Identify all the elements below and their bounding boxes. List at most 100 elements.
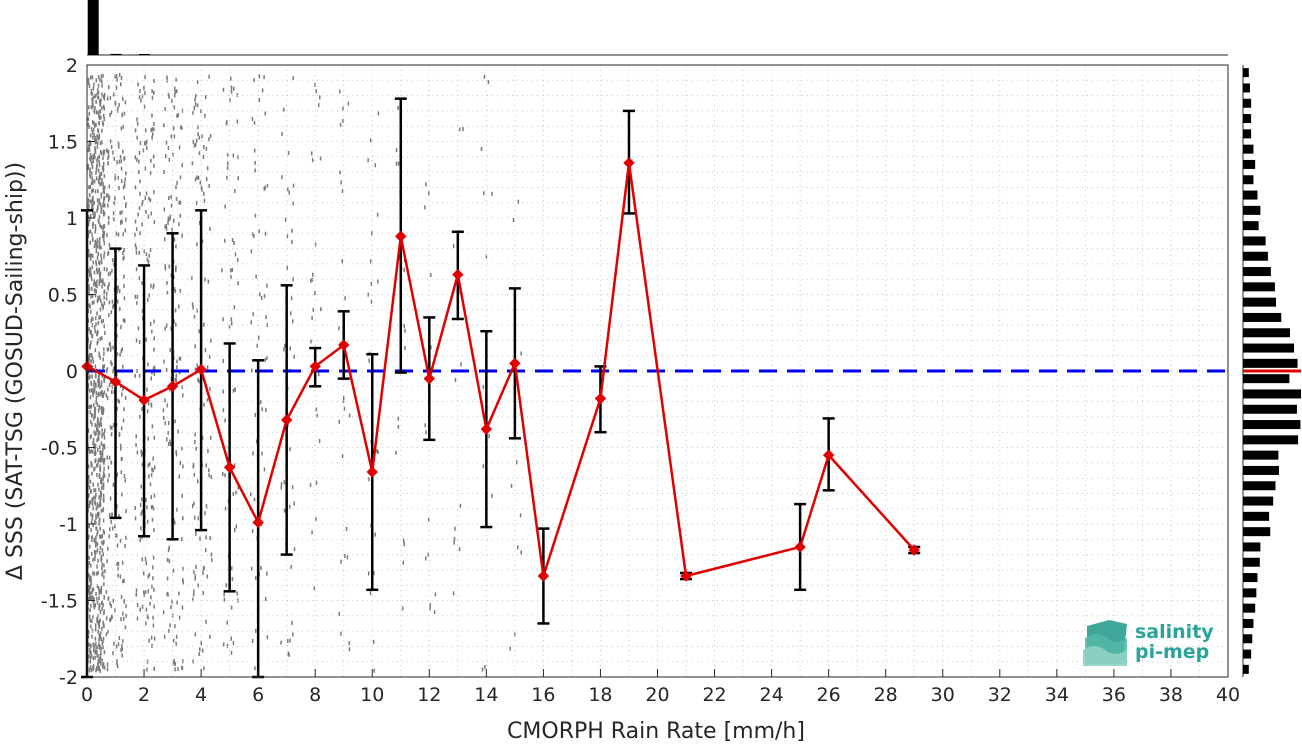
scatter-dot <box>151 424 154 429</box>
scatter-dot <box>163 170 165 175</box>
scatter-dot <box>103 466 105 471</box>
scatter-dot <box>197 125 199 130</box>
scatter-dot <box>170 273 173 278</box>
scatter-dot <box>201 435 204 440</box>
scatter-dot <box>107 161 109 166</box>
scatter-dot <box>91 236 94 241</box>
scatter-dot <box>95 322 97 327</box>
x-axis-label: CMORPH Rain Rate [mm/h] <box>507 719 805 744</box>
scatter-dot <box>119 538 122 543</box>
scatter-dot <box>491 191 493 196</box>
scatter-dot <box>102 230 104 235</box>
scatter-dot <box>200 109 202 114</box>
scatter-dot <box>176 180 178 185</box>
scatter-dot <box>99 618 101 623</box>
scatter-dot <box>103 457 106 462</box>
scatter-dot <box>152 623 155 628</box>
scatter-dot <box>152 154 155 159</box>
y-axis-label: Δ SSS (SAT-TSG (GOSUD-Sailing-ship)) <box>3 162 28 580</box>
scatter-dot <box>108 473 110 478</box>
scatter-dot <box>91 293 94 298</box>
scatter-dot <box>99 236 101 241</box>
scatter-dot <box>171 98 173 103</box>
scatter-dot <box>176 359 178 364</box>
scatter-dot <box>95 249 98 254</box>
scatter-dot <box>141 94 144 99</box>
scatter-dot <box>167 220 169 225</box>
scatter-dot <box>146 387 148 392</box>
scatter-dot <box>96 617 98 622</box>
scatter-dot <box>106 559 108 564</box>
scatter-dot <box>196 242 198 247</box>
scatter-dot <box>520 550 522 555</box>
scatter-dot <box>151 132 154 137</box>
right-histogram <box>1242 65 1301 677</box>
scatter-dot <box>90 155 93 160</box>
scatter-dot <box>194 93 197 98</box>
scatter-dot <box>89 269 91 274</box>
right-histogram-bar <box>1243 190 1258 200</box>
scatter-dot <box>92 587 95 592</box>
scatter-dot <box>136 121 139 126</box>
scatter-dot <box>102 113 105 118</box>
scatter-dot <box>178 145 181 150</box>
scatter-dot <box>103 609 105 614</box>
scatter-dot <box>208 468 210 473</box>
scatter-dot <box>91 189 93 194</box>
scatter-dot <box>91 130 94 135</box>
scatter-dot <box>103 117 106 122</box>
scatter-dot <box>101 626 103 631</box>
scatter-dot <box>488 434 490 439</box>
x-tick-label: 30 <box>931 684 955 706</box>
scatter-dot <box>102 497 105 502</box>
top-histogram <box>87 0 1228 56</box>
scatter-dot <box>100 383 103 388</box>
scatter-dot <box>96 447 99 452</box>
scatter-dot <box>100 406 102 411</box>
scatter-dot <box>109 496 112 501</box>
scatter-dot <box>117 561 120 566</box>
scatter-dot <box>116 504 118 509</box>
scatter-dot <box>90 650 92 655</box>
scatter-dot <box>162 610 165 615</box>
scatter-dot <box>397 105 399 110</box>
scatter-dot <box>92 506 94 511</box>
scatter-dot <box>98 136 100 141</box>
scatter-dot <box>233 463 236 468</box>
scatter-dot <box>346 555 349 560</box>
scatter-dot <box>91 498 94 503</box>
scatter-dot <box>95 241 97 246</box>
scatter-dot <box>153 636 156 641</box>
scatter-dot <box>123 284 125 289</box>
data-point-marker <box>537 570 550 582</box>
scatter-dot <box>93 488 95 493</box>
scatter-dot <box>91 356 94 361</box>
scatter-dot <box>89 643 92 648</box>
scatter-dot <box>98 404 101 409</box>
scatter-dot <box>255 628 257 633</box>
scatter-dot <box>144 590 147 595</box>
scatter-dot <box>93 152 96 157</box>
scatter-dot <box>124 177 127 182</box>
scatter-dot <box>103 445 106 450</box>
scatter-dot <box>124 228 127 233</box>
scatter-dot <box>230 317 233 322</box>
scatter-dot <box>89 255 92 260</box>
right-histogram-bar <box>1243 420 1301 430</box>
scatter-dot <box>195 200 198 205</box>
scatter-dot <box>107 220 110 225</box>
scatter-dot <box>139 231 141 236</box>
scatter-dot <box>232 388 235 393</box>
scatter-dot <box>88 654 90 659</box>
scatter-dot <box>125 202 127 207</box>
scatter-dot <box>102 493 105 498</box>
scatter-dot <box>97 156 99 161</box>
scatter-dot <box>98 201 100 206</box>
scatter-dot <box>91 535 93 540</box>
scatter-dot <box>115 231 118 236</box>
scatter-dot <box>103 237 105 242</box>
scatter-dot <box>114 608 116 613</box>
scatter-dot <box>89 659 92 664</box>
scatter-dot <box>95 645 97 650</box>
right-histogram-bar <box>1243 542 1261 552</box>
